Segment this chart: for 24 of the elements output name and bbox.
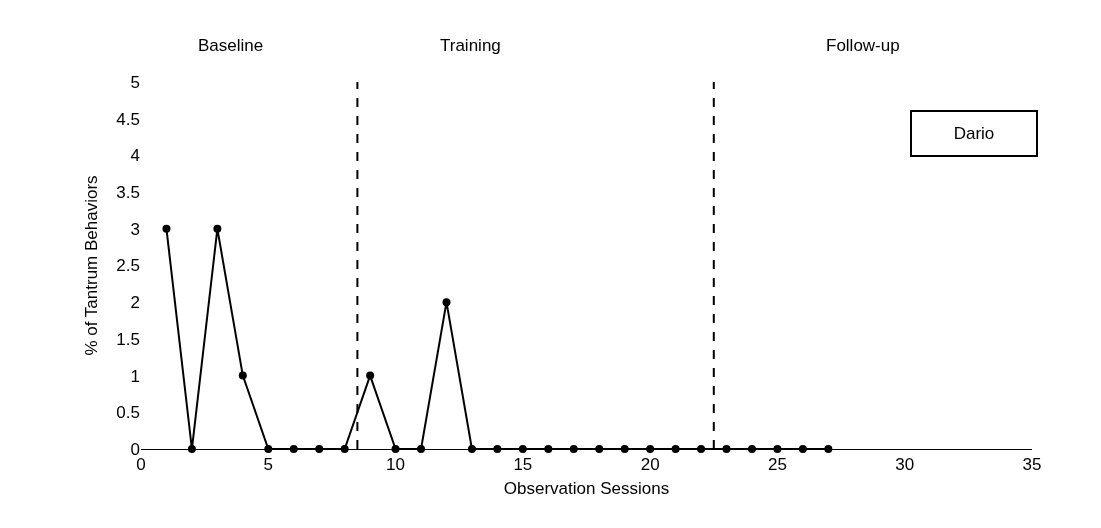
x-tick-label: 35: [1022, 455, 1042, 475]
y-tick-label: 1.5: [116, 329, 140, 349]
y-tick-label: 3.5: [116, 183, 140, 203]
y-tick-label: 0: [130, 439, 140, 459]
y-axis-title: % of Tantrum Behaviors: [81, 175, 101, 356]
x-tick-label: 25: [767, 455, 787, 475]
y-tick-label: 4: [130, 146, 140, 166]
y-tick-label: 0.5: [116, 403, 140, 423]
x-tick-label: 30: [895, 455, 915, 475]
x-tick-label: 5: [263, 455, 274, 475]
text: Follow-up: [826, 36, 900, 55]
text: Training: [440, 36, 501, 55]
x-tick-label: 20: [640, 455, 660, 475]
y-tick-label: 2.5: [116, 256, 140, 276]
x-tick-label: 15: [513, 455, 533, 475]
x-axis-title: Observation Sessions: [503, 478, 670, 498]
annotation: Dario: [953, 124, 995, 143]
y-tick-label: 5: [130, 72, 140, 92]
y-tick-label: 3: [130, 219, 140, 239]
y-tick-label: 1: [130, 366, 140, 386]
y-tick-label: 2: [130, 293, 140, 313]
y-tick-label: 4.5: [116, 109, 140, 129]
x-tick-label: 10: [386, 455, 406, 475]
text: Baseline: [198, 36, 264, 55]
